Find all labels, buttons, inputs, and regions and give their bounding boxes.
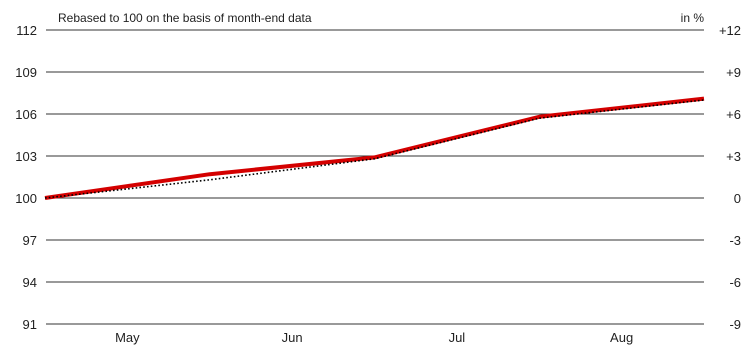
right-tick-label: +9: [726, 65, 741, 80]
series-line-1: [44, 96, 705, 200]
series-line-2: [44, 99, 705, 199]
gridlines: [46, 29, 704, 325]
y-tick-label: 91: [23, 317, 37, 332]
right-tick-label: -9: [729, 317, 741, 332]
x-tick-label: Jun: [282, 330, 303, 345]
y-tick-label: 112: [16, 23, 37, 38]
y-tick-label: 106: [15, 107, 37, 122]
series-lines: [44, 96, 705, 200]
left-axis: 112 109 106 103 100 97 94 91: [15, 23, 37, 332]
y-tick-label: 94: [23, 275, 37, 290]
y-tick-label: 100: [15, 191, 37, 206]
x-axis: May Jun Jul Aug: [115, 330, 633, 345]
right-tick-label: +3: [726, 149, 741, 164]
y-tick-label: 109: [15, 65, 37, 80]
right-axis: +12 +9 +6 +3 0 -3 -6 -9: [719, 23, 741, 332]
right-tick-label: -3: [729, 233, 741, 248]
chart-subtitle: Rebased to 100 on the basis of month-end…: [58, 11, 312, 25]
y-tick-label: 103: [15, 149, 37, 164]
x-tick-label: Jul: [449, 330, 466, 345]
right-tick-label: +6: [726, 107, 741, 122]
y-tick-label: 97: [23, 233, 37, 248]
right-tick-label: 0: [734, 191, 741, 206]
right-axis-unit: in %: [681, 11, 705, 25]
right-tick-label: +12: [719, 23, 741, 38]
x-tick-label: May: [115, 330, 140, 345]
right-tick-label: -6: [729, 275, 741, 290]
x-tick-label: Aug: [610, 330, 633, 345]
